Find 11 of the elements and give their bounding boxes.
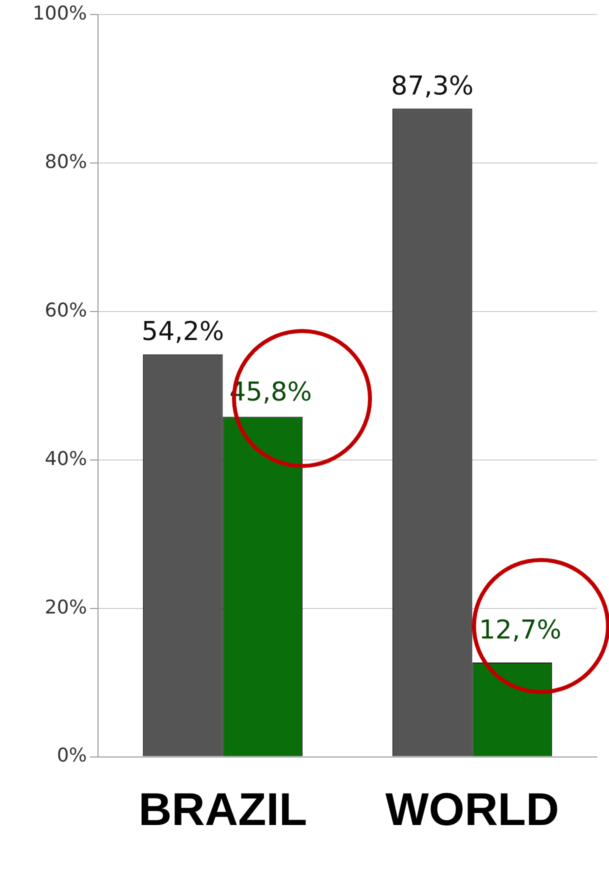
- y-tick-label: 60%: [44, 299, 87, 322]
- y-tick-label: 80%: [44, 150, 87, 173]
- x-tick-label: WORLD: [385, 783, 560, 836]
- data-label: 87,3%: [391, 71, 474, 102]
- y-tick-label: 100%: [32, 2, 87, 24]
- data-label: 12,7%: [478, 615, 562, 646]
- data-label: 54,2%: [142, 317, 224, 348]
- y-tick-label: 0%: [56, 744, 87, 767]
- x-tick-label: BRAZIL: [138, 783, 308, 836]
- y-tick-label: 40%: [44, 448, 87, 470]
- y-tick-label: 20%: [44, 596, 87, 618]
